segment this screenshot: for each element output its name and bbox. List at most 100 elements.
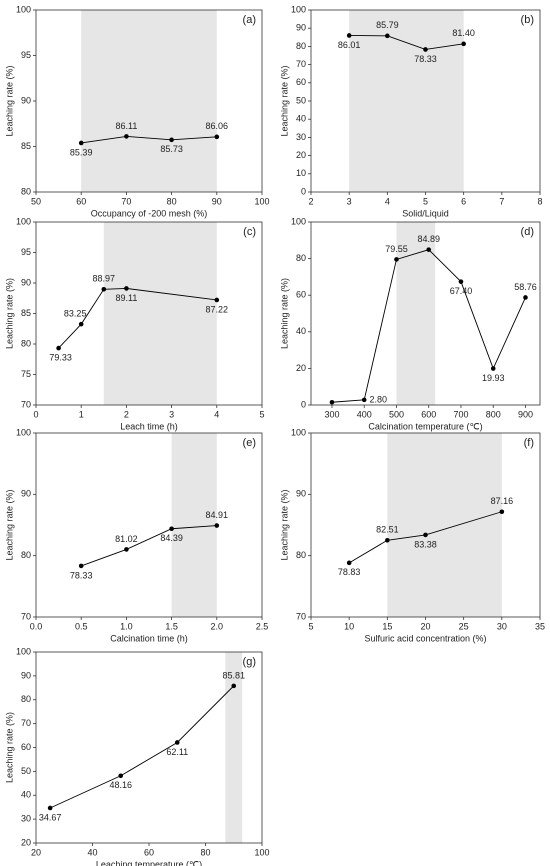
data-label: 58.76 xyxy=(514,282,537,292)
data-point xyxy=(329,399,335,405)
panel: 50 60 70 80 90 100 80 85 90 95 100 Occupancy of -20… xyxy=(4,4,269,218)
data-line xyxy=(348,511,502,564)
highlight-band xyxy=(225,652,243,843)
x-axis-label: Leach time (h) xyxy=(120,421,178,431)
data-point xyxy=(78,563,84,569)
x-tick-label: 50 xyxy=(31,196,41,206)
data-label: 62.11 xyxy=(166,747,188,757)
panel: 300 400 500 600 700 800 900 0 20 40 60 80 100 Calcina… xyxy=(279,216,541,431)
y-tick-label: 40 xyxy=(296,114,306,124)
x-tick-label: 5 xyxy=(308,621,313,631)
data-point xyxy=(458,279,464,284)
x-axis-label: Calcination temperature (℃) xyxy=(368,421,482,431)
y-tick-label: 80 xyxy=(296,550,306,560)
data-label: 86.01 xyxy=(338,40,361,50)
y-tick-label: 100 xyxy=(291,427,306,437)
highlight-band xyxy=(171,433,217,617)
y-tick-label: 70 xyxy=(21,399,31,409)
y-tick-label: 20 xyxy=(296,363,306,373)
panel-label: (d) xyxy=(521,226,534,238)
data-label: 89.11 xyxy=(115,293,137,303)
data-label: 85.73 xyxy=(160,144,183,154)
panel: 5 10 15 20 25 30 35 70 80 90 100 Sulfuric acid conc… xyxy=(279,427,545,643)
data-point xyxy=(523,295,528,300)
x-tick-label: 20 xyxy=(31,847,41,857)
data-point xyxy=(78,140,84,146)
y-tick-label: 90 xyxy=(296,23,306,33)
data-label: 83.25 xyxy=(64,309,87,319)
y-tick-label: 0 xyxy=(301,399,306,409)
x-tick-label: 60 xyxy=(76,196,86,206)
data-point xyxy=(231,683,237,689)
x-tick-label: 900 xyxy=(518,409,533,419)
y-tick-label: 85 xyxy=(21,141,31,151)
data-label: 82.51 xyxy=(376,525,399,535)
data-point xyxy=(346,560,352,566)
data-point xyxy=(490,366,496,371)
y-tick-label: 0 xyxy=(301,186,306,196)
x-axis-label: Occupancy of -200 mesh (%) xyxy=(91,208,208,218)
data-line xyxy=(49,685,235,809)
panel-label: (c) xyxy=(243,226,256,238)
x-tick-label: 0.0 xyxy=(30,621,43,631)
x-tick-label: 800 xyxy=(486,409,501,419)
y-tick-label: 10 xyxy=(296,168,306,178)
x-tick-label: 4 xyxy=(385,196,390,206)
y-tick-label: 70 xyxy=(296,611,306,621)
y-axis-label: Leaching rate (%) xyxy=(279,278,289,349)
y-tick-label: 90 xyxy=(296,489,306,499)
y-tick-label: 30 xyxy=(296,132,306,142)
y-tick-label: 90 xyxy=(21,489,31,499)
panel-label: (e) xyxy=(243,437,256,449)
data-label: 78.83 xyxy=(338,567,361,577)
x-tick-label: 80 xyxy=(167,196,177,206)
y-tick-label: 50 xyxy=(21,766,31,776)
data-label: 78.33 xyxy=(414,54,437,64)
x-tick-label: 2.0 xyxy=(211,621,224,631)
panel-label: (a) xyxy=(243,14,256,26)
data-point xyxy=(214,134,220,140)
data-label: 79.55 xyxy=(385,244,408,254)
y-tick-label: 60 xyxy=(296,77,306,87)
data-label: 48.16 xyxy=(109,780,132,790)
y-tick-label: 100 xyxy=(16,4,31,14)
y-tick-label: 20 xyxy=(21,837,31,847)
data-point xyxy=(214,523,220,528)
data-point xyxy=(394,257,399,262)
data-label: 85.79 xyxy=(376,20,399,30)
data-label: 19.93 xyxy=(482,373,505,383)
y-tick-label: 100 xyxy=(16,216,31,226)
panel: 0.0 0.5 1.0 1.5 2.0 2.5 70 80 90 100 Calcination t… xyxy=(4,427,268,643)
x-tick-label: 70 xyxy=(121,196,131,206)
y-axis-label: Leaching rate (%) xyxy=(4,489,14,560)
data-label: 86.06 xyxy=(206,121,229,131)
x-tick-label: 6 xyxy=(461,196,466,206)
data-label: 2.80 xyxy=(369,394,387,404)
y-tick-label: 20 xyxy=(296,150,306,160)
x-tick-label: 4 xyxy=(214,409,219,419)
data-point xyxy=(385,537,390,543)
y-tick-label: 50 xyxy=(296,95,306,105)
y-tick-label: 90 xyxy=(21,277,31,287)
data-point xyxy=(214,297,220,303)
data-point xyxy=(124,134,129,139)
data-point xyxy=(124,547,129,552)
data-label: 85.81 xyxy=(222,670,245,680)
x-tick-label: 5 xyxy=(259,409,264,419)
y-tick-label: 95 xyxy=(21,50,31,60)
y-tick-label: 80 xyxy=(21,186,31,196)
y-tick-label: 70 xyxy=(21,611,31,621)
y-tick-label: 85 xyxy=(21,308,31,318)
x-tick-label: 35 xyxy=(535,621,545,631)
x-tick-label: 7 xyxy=(499,196,504,206)
y-axis-label: Leaching rate (%) xyxy=(4,278,14,349)
highlight-band xyxy=(387,433,502,617)
x-axis-label: Calcination time (h) xyxy=(110,633,188,643)
data-point xyxy=(169,137,174,143)
y-tick-label: 70 xyxy=(296,59,306,69)
x-tick-label: 1.0 xyxy=(120,621,133,631)
data-point xyxy=(174,740,180,745)
x-tick-label: 0 xyxy=(33,409,38,419)
data-label: 86.11 xyxy=(115,121,137,131)
data-point xyxy=(423,532,428,538)
